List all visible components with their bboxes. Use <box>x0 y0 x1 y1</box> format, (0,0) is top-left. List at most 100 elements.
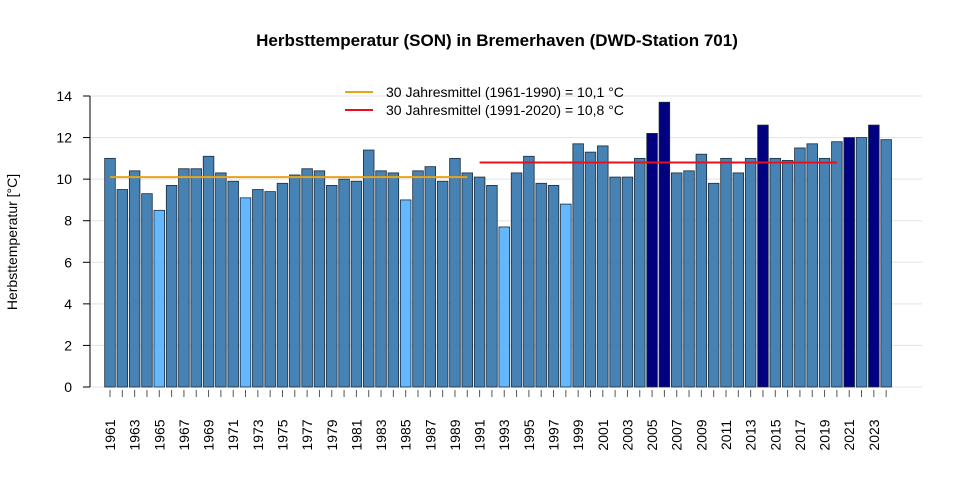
bar-2010 <box>707 182 720 388</box>
x-tick-label: 1979 <box>324 419 340 450</box>
y-axis-label: Herbsttemperatur [°C] <box>4 174 20 310</box>
x-tick-label: 1987 <box>422 419 438 450</box>
bar-1977 <box>301 168 313 388</box>
bar-1974 <box>264 191 276 388</box>
y-tick-label: 4 <box>64 296 72 312</box>
chart-title: Herbsttemperatur (SON) in Bremerhaven (D… <box>256 31 738 50</box>
x-tick-label: 1995 <box>521 419 537 450</box>
bar-2019 <box>818 157 831 388</box>
x-tick-label: 2013 <box>743 419 759 450</box>
legend-label: 30 Jahresmittel (1961-1990) = 10,1 °C <box>386 84 624 100</box>
bar-1990 <box>461 172 473 388</box>
bar-2005 <box>646 133 658 388</box>
bar-1991 <box>473 176 486 388</box>
bar-2013 <box>744 157 757 388</box>
bar-2009 <box>695 153 708 388</box>
bar-1970 <box>215 172 227 388</box>
x-tick-label: 1993 <box>496 419 512 450</box>
x-tick-label: 1997 <box>546 419 562 450</box>
x-tick-label: 1975 <box>274 419 290 450</box>
bar-1981 <box>350 180 363 388</box>
bar-1983 <box>375 170 387 388</box>
x-tick-label: 2009 <box>693 419 709 450</box>
bar-2016 <box>781 160 794 388</box>
bar-1998 <box>560 203 572 388</box>
y-tick-label: 6 <box>64 254 72 270</box>
bar-1964 <box>141 193 153 388</box>
bar-1969 <box>202 155 215 388</box>
bar-2012 <box>732 172 745 388</box>
bar-1967 <box>178 168 190 388</box>
bar-2020 <box>831 141 843 388</box>
legend-label: 30 Jahresmittel (1991-2020) = 10,8 °C <box>386 102 624 118</box>
bar-1968 <box>190 168 202 388</box>
y-tick-label: 0 <box>64 379 72 395</box>
x-tick-label: 2003 <box>619 419 635 450</box>
bar-1972 <box>239 197 252 388</box>
bar-1995 <box>523 155 535 388</box>
x-tick-label: 2023 <box>866 419 882 450</box>
bar-1999 <box>572 143 584 388</box>
legend: 30 Jahresmittel (1961-1990) = 10,1 °C 30 … <box>345 84 624 118</box>
bars <box>104 101 892 388</box>
x-tick-label: 1971 <box>225 419 241 450</box>
bar-2024 <box>880 139 892 388</box>
x-tick-label: 1989 <box>447 419 463 450</box>
x-tick-label: 2021 <box>841 419 857 450</box>
x-tick-label: 2001 <box>595 419 611 450</box>
bar-1996 <box>535 182 547 388</box>
bar-2006 <box>658 101 671 388</box>
bar-2008 <box>683 170 695 388</box>
bar-1980 <box>338 178 350 388</box>
bar-1992 <box>486 184 498 388</box>
x-tick-label: 2019 <box>817 419 833 450</box>
bar-1966 <box>165 184 178 388</box>
y-tick-label: 2 <box>64 337 72 353</box>
bar-1993 <box>498 226 510 388</box>
bar-2011 <box>720 157 732 388</box>
x-tick-label: 1963 <box>127 419 143 450</box>
bar-1971 <box>227 180 239 388</box>
bar-2002 <box>609 176 621 388</box>
bar-1982 <box>363 149 375 388</box>
bar-2003 <box>621 176 634 388</box>
mean-lines <box>110 161 837 179</box>
bar-2018 <box>806 143 818 388</box>
bar-1978 <box>313 170 326 388</box>
bar-1997 <box>547 184 560 388</box>
y-tick-label: 10 <box>56 171 72 187</box>
x-tick-label: 1999 <box>570 419 586 450</box>
y-tick-label: 12 <box>56 130 72 146</box>
bar-2004 <box>634 157 646 388</box>
bar-2017 <box>794 147 806 388</box>
x-tick-label: 1981 <box>348 419 364 450</box>
bar-2014 <box>757 124 769 388</box>
bar-1961 <box>104 157 116 388</box>
x-tick-label: 2017 <box>792 419 808 450</box>
bar-1973 <box>252 189 264 388</box>
x-tick-label: 1991 <box>472 419 488 450</box>
bar-2021 <box>843 137 855 388</box>
bar-2000 <box>584 151 597 388</box>
x-tick-label: 2011 <box>718 420 734 450</box>
y-axis: 0 2 4 6 8 10 12 14 <box>56 88 91 395</box>
bar-1987 <box>424 166 437 388</box>
x-tick-label: 1961 <box>102 419 118 450</box>
y-tick-label: 8 <box>64 213 72 229</box>
bar-1985 <box>399 199 412 388</box>
bar-2007 <box>671 172 683 388</box>
x-tick-label: 1973 <box>250 419 266 450</box>
x-tick-label: 1965 <box>151 419 167 450</box>
x-tick-label: 1983 <box>373 419 389 450</box>
bar-1975 <box>276 182 289 388</box>
x-tick-label: 2007 <box>669 419 685 450</box>
bar-1976 <box>289 174 301 388</box>
bar-1994 <box>510 172 523 388</box>
bar-2015 <box>769 157 781 388</box>
x-tick-label: 2015 <box>767 419 783 450</box>
x-tick-label: 1967 <box>176 419 192 450</box>
bar-2023 <box>868 124 880 388</box>
bar-1965 <box>153 209 165 388</box>
